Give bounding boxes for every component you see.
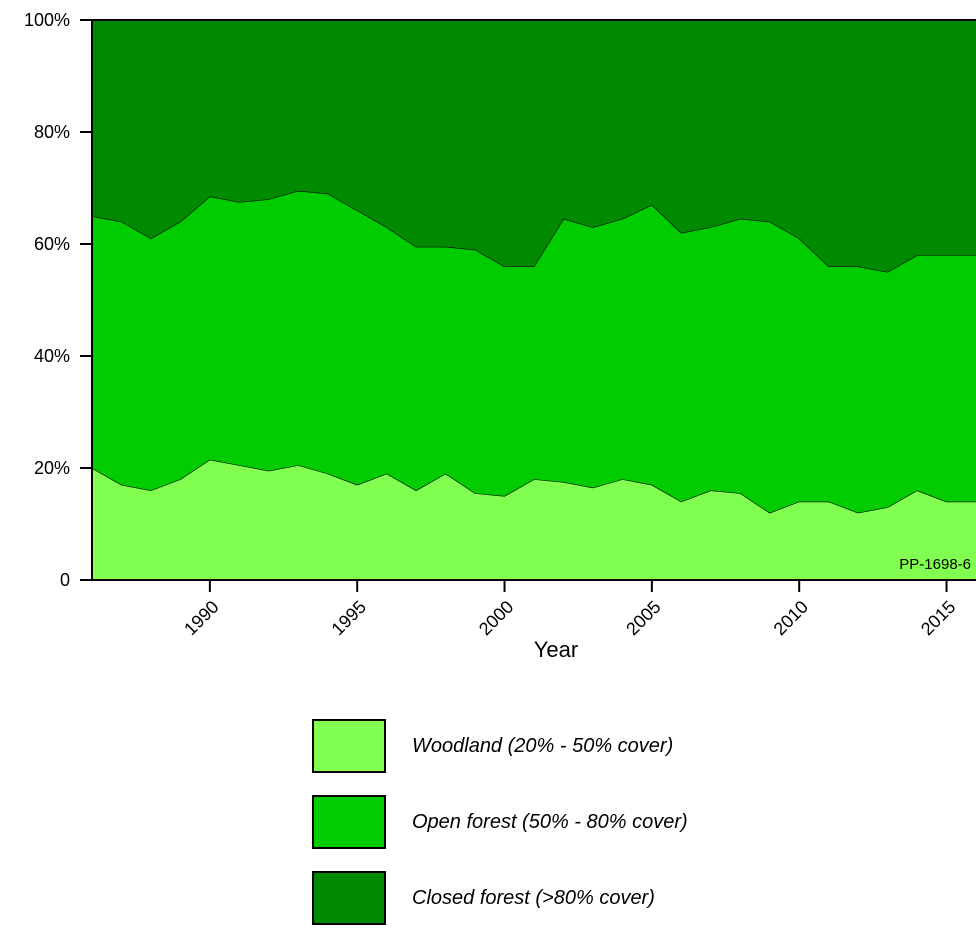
legend-swatch-open-forest [312, 795, 386, 849]
legend-item-woodland: Woodland (20% - 50% cover) [312, 716, 688, 776]
area-layers [91, 19, 976, 580]
x-axis-title: Year [534, 637, 578, 662]
y-tick-label: 100% [24, 10, 70, 30]
legend-swatch-woodland [312, 719, 386, 773]
x-tick-label: 2000 [475, 597, 517, 639]
area-woodland [92, 459, 976, 580]
area-closed-forest [92, 20, 976, 272]
y-ticks: 0 20% 40% 60% 80% 100% [24, 10, 92, 590]
x-tick-label: 2015 [917, 597, 959, 639]
y-tick-label: 0 [60, 570, 70, 590]
x-tick-label: 2010 [770, 597, 812, 639]
y-tick-label: 80% [34, 122, 70, 142]
x-ticks: 1990 1995 2000 2005 2010 2015 [180, 580, 959, 639]
legend-label-open-forest: Open forest (50% - 80% cover) [412, 810, 688, 833]
axes [91, 20, 976, 581]
legend: Woodland (20% - 50% cover) Open forest (… [312, 716, 688, 944]
stacked-area-chart: 0 20% 40% 60% 80% 100% 1990 1995 2000 2005 2010 20… [24, 10, 976, 662]
x-tick-label: 2005 [622, 597, 664, 639]
chart-code-label: PP-1698-6 [899, 556, 971, 573]
legend-swatch-closed-forest [312, 871, 386, 925]
x-tick-label: 1995 [328, 597, 370, 639]
legend-label-woodland: Woodland (20% - 50% cover) [412, 734, 674, 757]
x-tick-label: 1990 [180, 597, 222, 639]
area-open-forest [92, 190, 976, 513]
y-tick-label: 40% [34, 346, 70, 366]
legend-item-open-forest: Open forest (50% - 80% cover) [312, 792, 688, 852]
legend-label-closed-forest: Closed forest (>80% cover) [412, 886, 655, 909]
legend-item-closed-forest: Closed forest (>80% cover) [312, 868, 688, 928]
y-tick-label: 20% [34, 458, 70, 478]
y-tick-label: 60% [34, 234, 70, 254]
